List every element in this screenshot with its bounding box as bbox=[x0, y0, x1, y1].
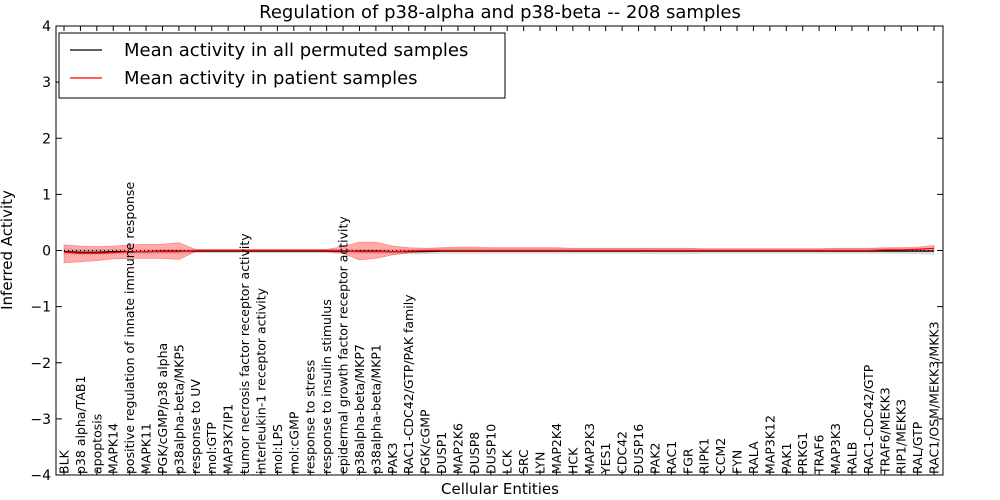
x-tick-label: DUSP8 bbox=[467, 432, 482, 474]
legend-box bbox=[58, 32, 506, 99]
x-tick-label: p38alpha-beta/MKP5 bbox=[171, 344, 186, 474]
x-tick-label: response to stress bbox=[303, 360, 318, 474]
x-tick-label: PGK/cGMP/p38 alpha bbox=[155, 343, 170, 474]
y-tick-label: 1 bbox=[42, 187, 51, 203]
x-tick-label: SRC bbox=[516, 449, 531, 474]
y-tick-label: 2 bbox=[42, 131, 51, 147]
x-tick-label: DUSP16 bbox=[631, 424, 646, 474]
x-tick-label: BLK bbox=[57, 449, 72, 474]
x-tick-label: HCK bbox=[565, 447, 580, 474]
x-tick-label: PAK1 bbox=[779, 443, 794, 474]
x-tick-label: TRAF6 bbox=[812, 434, 827, 475]
x-tick-label: MAP2K3 bbox=[582, 423, 597, 474]
x-tick-label: MAP3K3 bbox=[828, 423, 843, 474]
x-tick-label: MAP3K7IP1 bbox=[221, 404, 236, 474]
y-tick-label: 0 bbox=[42, 244, 51, 260]
x-tick-label: MAPK14 bbox=[106, 423, 121, 474]
y-tick-label: 4 bbox=[42, 19, 51, 35]
y-tick-label: −1 bbox=[30, 300, 51, 316]
x-tick-label: response to UV bbox=[188, 379, 203, 474]
series-line-patient bbox=[63, 247, 935, 254]
x-tick-label: CDC42 bbox=[615, 431, 630, 474]
x-tick-label: DUSP1 bbox=[434, 432, 449, 474]
x-tick-label: RAC1-CDC42/GTP/PAK family bbox=[401, 294, 416, 474]
x-tick-label: PAK3 bbox=[385, 443, 400, 474]
x-tick-label: epidermal growth factor receptor activit… bbox=[336, 216, 351, 474]
legend-label-patient: Mean activity in patient samples bbox=[124, 68, 418, 89]
x-tick-label: FGR bbox=[680, 448, 695, 474]
x-tick-label: RAC1 bbox=[664, 441, 679, 474]
x-tick-label: CCM2 bbox=[713, 438, 728, 474]
x-tick-label: apoptosis bbox=[89, 414, 104, 474]
x-tick-label: DUSP10 bbox=[483, 424, 498, 474]
x-tick-label: MAP2K4 bbox=[549, 423, 564, 474]
x-tick-label: p38alpha-beta/MKP7 bbox=[352, 344, 367, 474]
x-axis-ticks: BLK p38 alpha/TAB1 apoptosis MAPK14 positive… bbox=[57, 26, 942, 475]
x-tick-label: RAC1/OSM/MEKK3/MKK3 bbox=[927, 321, 942, 474]
y-axis-label: Inferred Activity bbox=[0, 190, 16, 310]
x-tick-label: YES1 bbox=[598, 443, 613, 475]
x-tick-label: RIPK1 bbox=[697, 438, 712, 474]
x-tick-label: RAC1-CDC42/GTP bbox=[861, 364, 876, 474]
x-tick-label: p38alpha-beta/MKP1 bbox=[368, 344, 383, 474]
x-tick-label: FYN bbox=[730, 450, 745, 474]
x-tick-label: PRKG1 bbox=[795, 432, 810, 474]
x-tick-label: PAK2 bbox=[647, 443, 662, 474]
x-tick-label: MAP3K12 bbox=[762, 415, 777, 474]
x-tick-label: RALA bbox=[746, 441, 761, 474]
plot-area: 4 3 2 1 0 −1 −2 −3 −4 BLK p38 alpha/TAB1 apoptosis… bbox=[30, 19, 944, 484]
x-tick-label: interleukin-1 receptor activity bbox=[254, 287, 269, 474]
y-axis-ticks: 4 3 2 1 0 −1 −2 −3 −4 bbox=[30, 19, 943, 484]
x-tick-label: MAP2K6 bbox=[451, 423, 466, 474]
x-tick-label: positive regulation of innate immune res… bbox=[122, 182, 137, 474]
y-tick-label: −2 bbox=[30, 356, 51, 372]
x-tick-label: tumor necrosis factor receptor activity bbox=[237, 233, 252, 474]
x-tick-label: PGK/cGMP bbox=[418, 409, 433, 474]
x-tick-label: p38 alpha/TAB1 bbox=[73, 376, 88, 474]
y-tick-label: 3 bbox=[42, 75, 51, 91]
legend: Mean activity in all permuted samples Me… bbox=[58, 32, 506, 99]
x-tick-label: mol:GTP bbox=[204, 422, 219, 474]
x-tick-label: mol:cGMP bbox=[286, 411, 301, 474]
y-tick-label: −4 bbox=[30, 468, 51, 484]
y-tick-label: −3 bbox=[30, 412, 51, 428]
chart-title: Regulation of p38-alpha and p38-beta -- … bbox=[259, 2, 741, 23]
legend-label-permuted: Mean activity in all permuted samples bbox=[124, 40, 468, 61]
x-tick-label: mol:LPS bbox=[270, 424, 285, 474]
x-tick-label: TRAF6/MEKK3 bbox=[877, 387, 892, 475]
x-tick-label: MAPK11 bbox=[139, 423, 154, 474]
x-axis-label: Cellular Entities bbox=[441, 480, 559, 498]
x-tick-label: RALB bbox=[844, 442, 859, 474]
x-tick-label: response to insulin stimulus bbox=[319, 299, 334, 474]
x-tick-label: RAL/GTP bbox=[910, 421, 925, 474]
x-tick-label: LCK bbox=[500, 449, 515, 474]
series-lines bbox=[63, 247, 935, 254]
x-tick-label: LYN bbox=[533, 452, 548, 474]
x-tick-label: RIP1/MEKK3 bbox=[894, 399, 909, 474]
